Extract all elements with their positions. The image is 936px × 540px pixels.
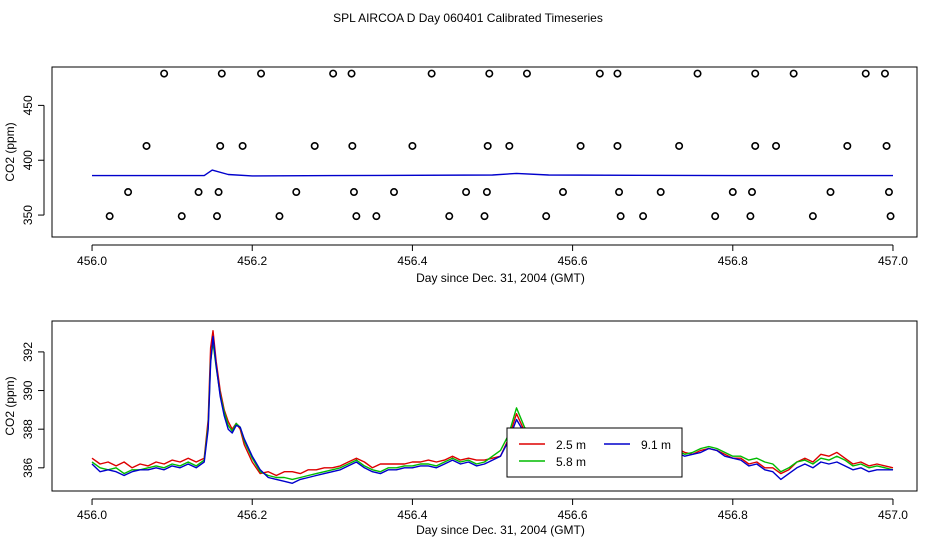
top-point-marker bbox=[485, 69, 494, 78]
top-point-marker bbox=[480, 212, 489, 221]
top-point-marker bbox=[884, 188, 893, 197]
top-point-marker bbox=[483, 141, 492, 150]
top-y-tick-label: 450 bbox=[21, 95, 35, 115]
top-point-marker bbox=[748, 188, 757, 197]
top-point-marker bbox=[124, 188, 133, 197]
top-point-marker bbox=[505, 141, 514, 150]
top-point-marker bbox=[789, 69, 798, 78]
top-point-marker bbox=[613, 69, 622, 78]
bottom-x-tick-label: 456.2 bbox=[237, 508, 267, 522]
top-point-marker bbox=[257, 69, 266, 78]
top-point-marker bbox=[728, 188, 737, 197]
bottom-series-9-1-m bbox=[91, 335, 893, 484]
top-panel: 456.0 456.2 456.4 456.6 456.8 457.0 350 400 450 D… bbox=[3, 66, 918, 285]
top-point-marker bbox=[615, 188, 624, 197]
top-point-marker bbox=[808, 212, 817, 221]
bottom-y-tick-label: 390 bbox=[21, 380, 35, 400]
top-point-marker bbox=[675, 141, 684, 150]
top-point-marker bbox=[389, 188, 398, 197]
top-point-marker bbox=[329, 69, 338, 78]
bottom-y-tick-label: 392 bbox=[21, 342, 35, 362]
bottom-legend-box bbox=[506, 427, 683, 478]
top-point-marker bbox=[882, 141, 891, 150]
top-point-marker bbox=[292, 188, 301, 197]
top-point-marker bbox=[576, 141, 585, 150]
top-point-marker bbox=[212, 212, 221, 221]
bottom-panel: 456.0 456.2 456.4 456.6 456.8 457.0 386 388 390 3… bbox=[3, 320, 918, 537]
top-x-axis-title: Day since Dec. 31, 2004 (GMT) bbox=[416, 271, 585, 285]
top-point-marker bbox=[194, 188, 203, 197]
bottom-x-axis-title: Day since Dec. 31, 2004 (GMT) bbox=[416, 523, 585, 537]
bottom-y-axis-title: CO2 (ppm) bbox=[3, 376, 17, 435]
top-point-marker bbox=[310, 141, 319, 150]
bottom-legend-label: 2.5 m bbox=[556, 438, 586, 452]
top-point-marker bbox=[772, 141, 781, 150]
bottom-x-tick-label: 457.0 bbox=[878, 508, 908, 522]
top-point-marker bbox=[160, 69, 169, 78]
top-y-tick-label: 400 bbox=[21, 150, 35, 170]
bottom-y-tick-label: 388 bbox=[21, 419, 35, 439]
top-point-marker bbox=[352, 212, 361, 221]
top-point-marker bbox=[427, 69, 436, 78]
top-x-tick-label: 456.4 bbox=[397, 254, 427, 268]
top-point-marker bbox=[826, 188, 835, 197]
top-point-marker bbox=[613, 141, 622, 150]
top-point-marker bbox=[751, 69, 760, 78]
top-point-marker bbox=[542, 212, 551, 221]
top-point-marker bbox=[522, 69, 531, 78]
top-point-marker bbox=[616, 212, 625, 221]
top-x-tick-label: 456.8 bbox=[718, 254, 748, 268]
top-point-marker bbox=[177, 212, 186, 221]
top-series-baseline bbox=[92, 169, 893, 177]
top-point-marker bbox=[843, 141, 852, 150]
bottom-x-tick-label: 456.8 bbox=[718, 508, 748, 522]
top-point-marker bbox=[238, 141, 247, 150]
top-point-marker bbox=[349, 188, 358, 197]
top-point-marker bbox=[558, 188, 567, 197]
bottom-x-tick-label: 456.4 bbox=[397, 508, 427, 522]
top-point-marker bbox=[372, 212, 381, 221]
top-plot-frame bbox=[51, 66, 918, 238]
top-point-marker bbox=[693, 69, 702, 78]
top-point-marker bbox=[656, 188, 665, 197]
top-point-marker bbox=[105, 212, 114, 221]
top-x-tick-label: 456.2 bbox=[237, 254, 267, 268]
top-point-marker bbox=[347, 69, 356, 78]
top-point-marker bbox=[462, 188, 471, 197]
top-point-marker bbox=[861, 69, 870, 78]
top-point-marker bbox=[886, 212, 895, 221]
top-point-marker bbox=[880, 69, 889, 78]
top-y-axis-title: CO2 (ppm) bbox=[3, 122, 17, 181]
top-x-tick-label: 456.0 bbox=[77, 254, 107, 268]
top-y-tick-label: 350 bbox=[21, 205, 35, 225]
bottom-legend-label: 5.8 m bbox=[556, 455, 586, 469]
top-point-marker bbox=[746, 212, 755, 221]
top-point-marker bbox=[348, 141, 357, 150]
top-point-marker bbox=[214, 188, 223, 197]
top-point-marker bbox=[408, 141, 417, 150]
top-point-marker bbox=[482, 188, 491, 197]
figure-title: SPL AIRCOA D Day 060401 Calibrated Times… bbox=[333, 11, 603, 25]
bottom-x-tick-label: 456.6 bbox=[558, 508, 588, 522]
top-point-marker bbox=[216, 141, 225, 150]
top-point-marker bbox=[217, 69, 226, 78]
bottom-legend-label: 9.1 m bbox=[641, 438, 671, 452]
top-point-marker bbox=[142, 141, 151, 150]
bottom-x-tick-label: 456.0 bbox=[77, 508, 107, 522]
top-point-marker bbox=[445, 212, 454, 221]
top-x-tick-label: 457.0 bbox=[878, 254, 908, 268]
bottom-y-tick-label: 386 bbox=[21, 457, 35, 477]
top-point-marker bbox=[639, 212, 648, 221]
top-x-tick-label: 456.6 bbox=[558, 254, 588, 268]
top-point-marker bbox=[711, 212, 720, 221]
bottom-plot-frame bbox=[51, 320, 918, 492]
top-point-marker bbox=[595, 69, 604, 78]
top-point-marker bbox=[275, 212, 284, 221]
top-point-marker bbox=[751, 141, 760, 150]
